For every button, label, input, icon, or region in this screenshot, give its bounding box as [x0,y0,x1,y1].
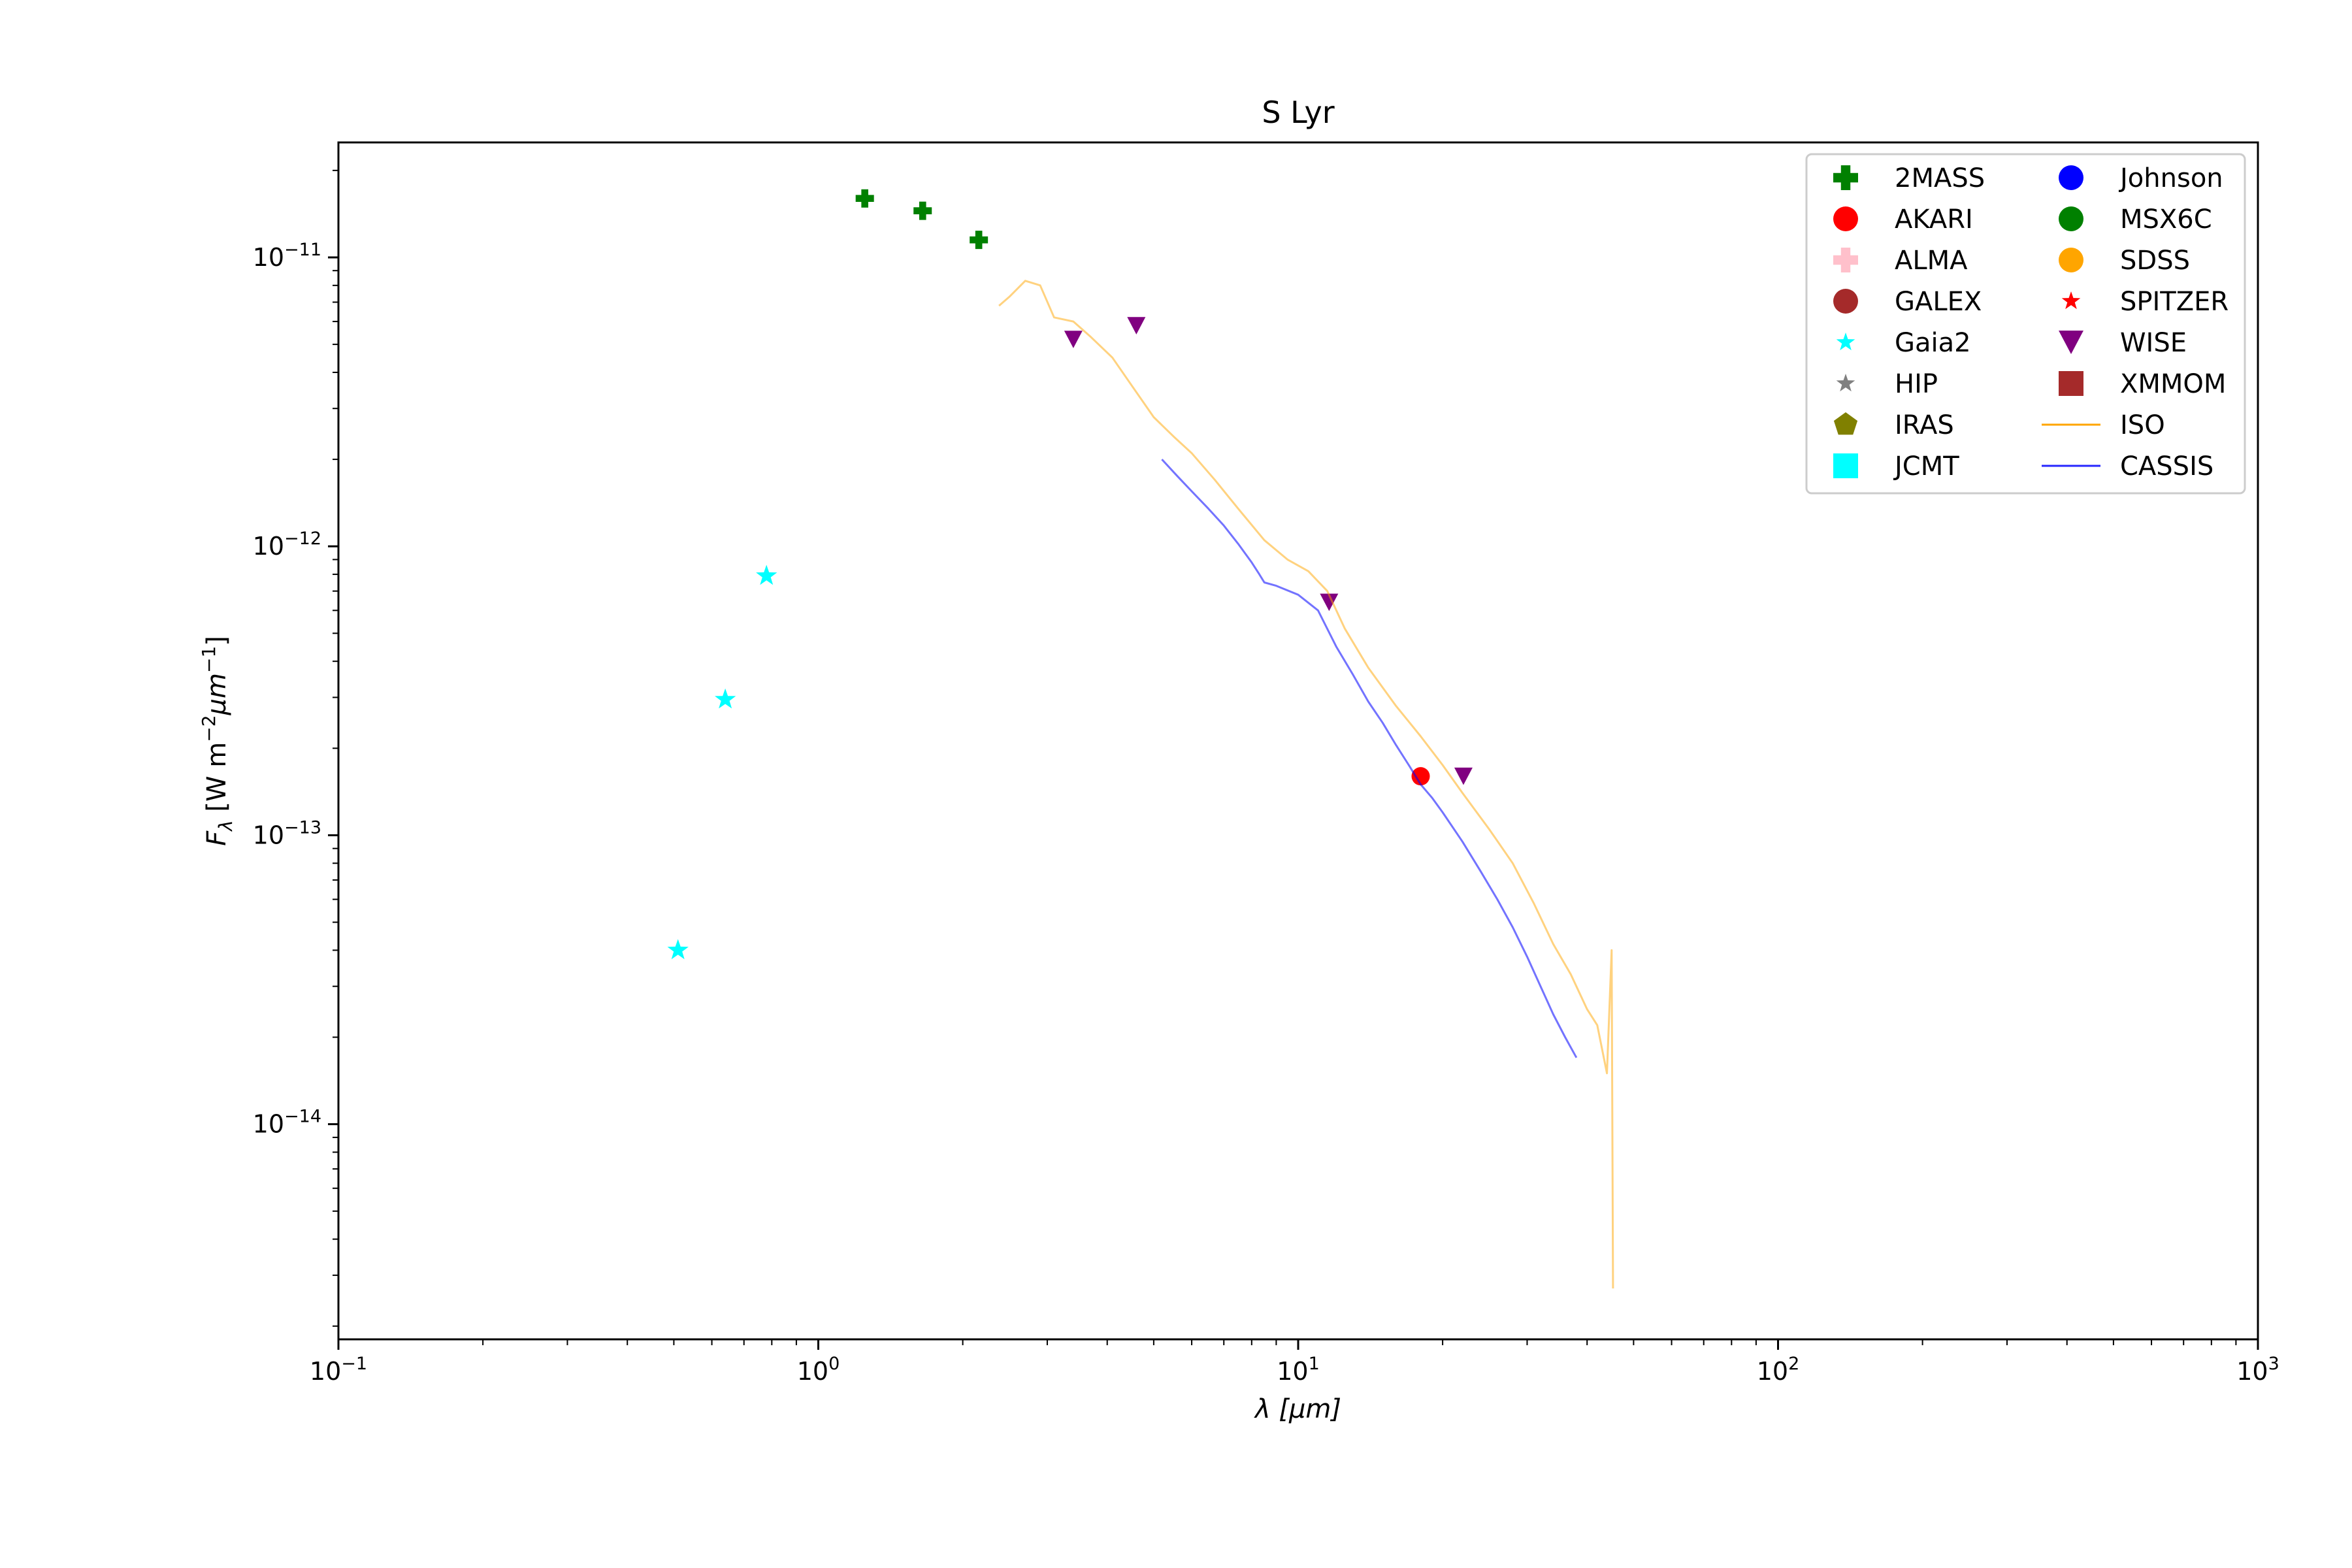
series-akari [1411,767,1430,786]
legend-item-iras: IRAS [1833,410,1954,440]
legend-label: WISE [2120,328,2187,358]
legend-label: AKARI [1895,204,1973,235]
chart-title: S Lyr [1262,95,1334,130]
gaia2-point [667,939,689,960]
legend-label: ALMA [1895,246,1968,276]
legend-marker [2059,165,2083,190]
legend-label: SPITZER [2120,287,2229,317]
legend-item-johnson: Johnson [2059,163,2223,193]
legend-label: SDSS [2120,246,2190,276]
legend-item-spitzer: SPITZER [2061,287,2229,317]
data-layer [667,189,1614,1289]
y-axis: 10−14 10−13 10−12 10−11 [253,169,338,1327]
x-tick-label: 101 [1277,1354,1320,1386]
series-gaia2 [667,564,777,960]
legend-item-xmmom: XMMOM [2059,369,2226,399]
legend-item-wise: WISE [2059,328,2187,358]
legend-item-hip: HIP [1836,369,1938,399]
legend-label: Johnson [2118,163,2223,193]
legend-marker [2059,330,2083,355]
legend-label: IRAS [1895,410,1954,440]
legend-label: Gaia2 [1895,328,1971,358]
legend-item-2mass: 2MASS [1833,163,1985,193]
y-tick-label: 10−13 [253,817,321,849]
legend-marker [1833,165,1858,190]
legend-item-gaia2: Gaia2 [1836,328,1971,358]
y-tick-label: 10−14 [253,1107,321,1139]
legend-marker [1833,289,1858,314]
legend-item-jcmt: JCMT [1833,451,1959,482]
legend-label: GALEX [1895,287,1982,317]
y-tick-label: 10−12 [253,529,321,561]
legend-marker [1833,206,1858,231]
2mass-point [913,201,932,220]
legend-marker [1836,333,1855,351]
legend-item-akari: AKARI [1833,204,1973,235]
legend-item-galex: GALEX [1833,287,1982,317]
legend-marker [2059,248,2083,272]
legend-label: JCMT [1893,451,1959,482]
legend-label: ISO [2120,410,2165,440]
legend-marker [1833,412,1858,435]
series-cassis [1161,459,1578,1058]
gaia2-point [715,688,736,709]
x-tick-label: 102 [1757,1354,1800,1386]
series-2mass [855,189,988,250]
series-wise [1064,317,1473,785]
x-tick-label: 10−1 [310,1354,367,1386]
cassis-spectrum-line [1161,459,1578,1058]
legend-label: 2MASS [1895,163,1985,193]
legend-marker [1833,248,1858,272]
legend-label: XMMOM [2120,369,2226,399]
legend-item-sdss: SDSS [2059,246,2190,276]
legend-item-alma: ALMA [1833,246,1968,276]
y-tick-label: 10−11 [253,240,321,272]
x-tick-label: 103 [2236,1354,2279,1386]
y-axis-label: Fλ [W m−2μm−1] [198,636,237,846]
wise-point [1454,767,1473,785]
wise-point [1064,331,1083,348]
legend-label: CASSIS [2120,451,2213,482]
legend-item-msx6c: MSX6C [2059,204,2212,235]
x-tick-label: 100 [797,1354,840,1386]
series-iso [998,280,1614,1289]
legend-marker [1836,374,1855,392]
gaia2-point [756,564,777,585]
2mass-point [855,189,874,208]
2mass-point [970,231,988,250]
legend-box [1805,153,2246,495]
legend-marker [2059,371,2083,396]
legend-marker [2059,206,2083,231]
legend-item-iso: ISO [2042,410,2165,440]
legend-item-cassis: CASSIS [2042,451,2213,482]
x-axis: 10−1 100 101 102 103 [310,1339,2279,1386]
legend-marker [2061,291,2081,310]
legend: 2MASS AKARI ALMA GALEX Gaia2 HIP IRAS JCMT Johns… [1805,153,2246,495]
wise-point [1320,593,1339,612]
legend-label: MSX6C [2120,204,2212,235]
iso-spectrum-line [998,280,1614,1289]
akari-point [1411,767,1430,786]
legend-label: HIP [1895,369,1938,399]
wise-point [1127,317,1146,335]
x-axis-label: λ [μm] [1254,1394,1341,1424]
legend-marker [1833,453,1858,478]
